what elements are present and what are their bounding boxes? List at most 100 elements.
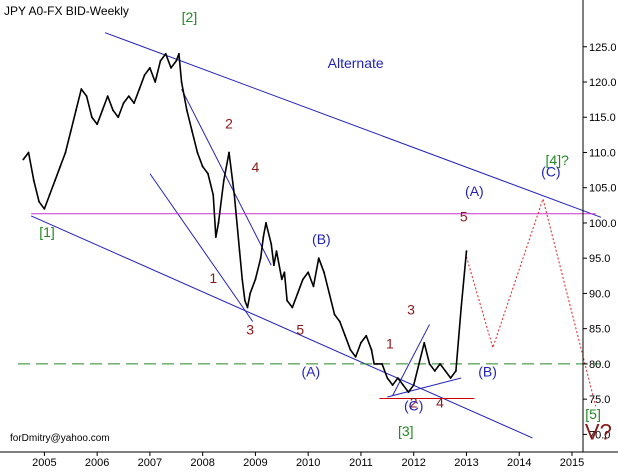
price-point [460, 306, 463, 309]
price-point [465, 250, 468, 253]
x-tick-label: 2012 [401, 457, 425, 468]
price-point [59, 165, 62, 168]
price-point [64, 151, 67, 154]
price-point [127, 95, 130, 97]
wave-label: (A) [465, 183, 484, 199]
wave-label: [2] [182, 9, 198, 25]
price-point [312, 285, 315, 288]
y-tick-label: 85.0 [589, 324, 610, 336]
price-point [280, 278, 283, 281]
price-point [423, 341, 426, 344]
wave-label: [5] [585, 406, 601, 422]
price-point [175, 59, 178, 62]
price-point [433, 370, 436, 372]
price-point [143, 74, 146, 76]
price-point [386, 377, 389, 379]
wave-label: 5 [296, 321, 304, 337]
price-point [323, 271, 325, 274]
price-point [344, 334, 347, 337]
price-point [396, 377, 399, 379]
x-tick-label: 2013 [454, 457, 478, 468]
price-point [122, 102, 125, 105]
price-point [170, 67, 172, 69]
x-tick-label: 2009 [243, 457, 267, 468]
price-point [360, 341, 362, 344]
price-point [249, 292, 252, 295]
price-point [180, 81, 183, 83]
x-tick-label: 2015 [560, 457, 584, 468]
price-point [32, 179, 35, 182]
price-point [402, 384, 405, 386]
price-point [106, 95, 109, 97]
wave-channel-c [387, 377, 462, 398]
price-point [154, 81, 157, 83]
price-point [407, 391, 410, 393]
wave-label: [1] [39, 224, 55, 240]
price-point [101, 109, 104, 112]
price-point [449, 377, 452, 379]
y-tick-label: 125.0 [589, 42, 617, 54]
price-point [185, 109, 188, 112]
y-tick-label: 75.0 [589, 394, 610, 406]
x-tick-label: 2006 [85, 457, 109, 468]
wave-label: 1 [386, 335, 394, 351]
wave-label: 5 [460, 209, 468, 225]
price-point [455, 370, 457, 372]
price-point [307, 271, 310, 274]
wave-label: (C) [404, 397, 423, 413]
price-point [90, 116, 93, 119]
wave-channel-b [149, 173, 254, 322]
price-point [286, 299, 288, 302]
price-point [207, 172, 209, 175]
price-point [85, 95, 88, 97]
wave-label: (B) [478, 364, 497, 380]
price-point [214, 236, 217, 238]
price-point [246, 306, 249, 309]
price-point [191, 130, 194, 133]
price-point [418, 363, 420, 365]
price-point [238, 250, 241, 253]
price-point [373, 363, 376, 365]
x-tick-label: 2010 [296, 457, 320, 468]
price-point [241, 278, 244, 281]
price-point [159, 59, 162, 62]
price-point [349, 348, 352, 351]
x-tick-label: 2011 [349, 457, 373, 468]
price-point [38, 200, 41, 203]
x-tick-label: 2007 [138, 457, 162, 468]
price-point [283, 271, 286, 274]
y-tick-label: 105.0 [589, 183, 617, 195]
price-point [217, 222, 220, 224]
price-point [69, 130, 72, 133]
price-point [54, 179, 56, 182]
wave-label: [3] [398, 423, 414, 439]
price-point [428, 363, 431, 365]
price-point [243, 299, 246, 302]
price-point [265, 222, 267, 224]
price-point [375, 363, 378, 365]
price-point [75, 109, 77, 112]
wave-label: (C) [541, 163, 560, 179]
price-point [43, 207, 46, 210]
price-point [370, 348, 373, 351]
wave-label: [4]? [546, 152, 570, 168]
price-point [254, 278, 257, 281]
wave-label: 2 [225, 116, 233, 132]
price-point [22, 158, 25, 161]
x-tick-label: 2008 [190, 457, 214, 468]
wave-label: Alternate [328, 55, 384, 71]
price-point [291, 306, 294, 309]
price-point [439, 363, 441, 365]
wave-channel-a [181, 88, 272, 266]
y-tick-label: 80.0 [589, 359, 610, 371]
wave-label: 1 [209, 270, 217, 286]
price-point [27, 151, 30, 154]
y-tick-label: 90.0 [589, 288, 610, 300]
y-tick-label: 115.0 [589, 112, 616, 124]
price-point [112, 109, 114, 112]
y-tick-label: 110.0 [589, 147, 616, 159]
price-point [391, 384, 394, 386]
price-point [296, 292, 299, 295]
wave-label: 4 [436, 395, 444, 411]
